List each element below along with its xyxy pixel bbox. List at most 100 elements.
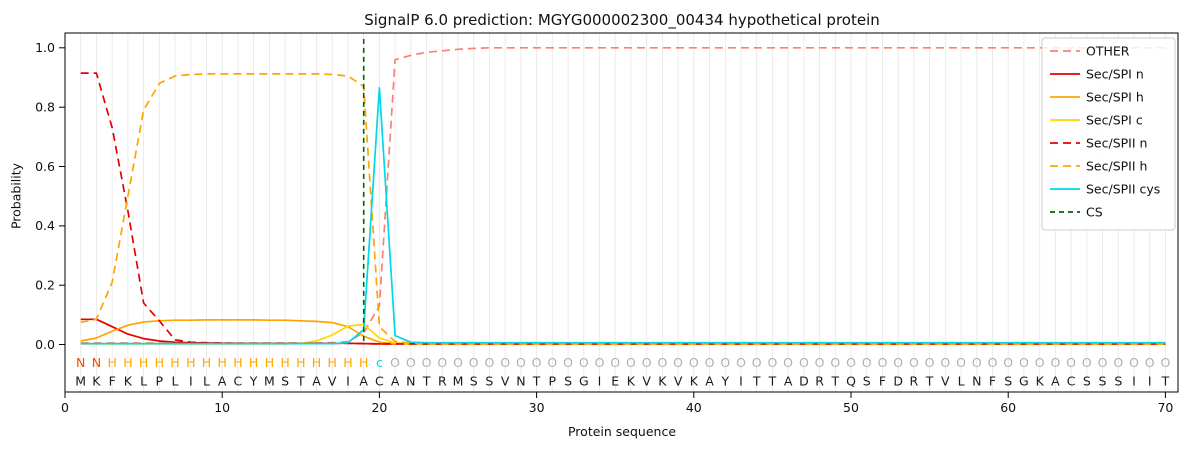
region-label: O [1098, 355, 1108, 370]
residue-letter: I [1132, 374, 1136, 389]
region-label: O [815, 355, 825, 370]
region-label: H [155, 355, 164, 370]
residue-letter: T [830, 374, 839, 389]
y-tick-label: 0.4 [35, 218, 55, 233]
region-label: H [107, 355, 116, 370]
legend-label: CS [1086, 204, 1103, 219]
series-sec-spi-h [80, 319, 1166, 345]
series-sec-spi-n [80, 318, 1166, 345]
region-label: H [202, 355, 211, 370]
region-label: O [1145, 355, 1155, 370]
region-label: O [547, 355, 557, 370]
region-label: c [376, 355, 383, 370]
region-label: O [642, 355, 652, 370]
region-label: H [312, 355, 321, 370]
residue-letter: K [92, 374, 101, 389]
residue-letter: S [485, 374, 493, 389]
residue-letter: D [893, 374, 903, 389]
residue-letter: P [156, 374, 164, 389]
residue-letter: A [705, 374, 714, 389]
region-label: O [1035, 355, 1045, 370]
region-label: O [767, 355, 777, 370]
residue-letter: N [406, 374, 415, 389]
residue-letter: S [1083, 374, 1091, 389]
region-label: O [862, 355, 872, 370]
x-tick-label: 20 [371, 400, 387, 415]
residue-letter: R [815, 374, 824, 389]
legend-label: Sec/SPI h [1086, 89, 1144, 104]
region-label: O [972, 355, 982, 370]
residue-letter: A [312, 374, 321, 389]
x-tick-label: 0 [61, 400, 69, 415]
residue-letter: S [1004, 374, 1012, 389]
region-label: O [579, 355, 589, 370]
residue-letter: M [75, 374, 86, 389]
residue-letter: I [739, 374, 743, 389]
legend-box [1041, 37, 1176, 231]
residue-letter: S [564, 374, 572, 389]
region-label: O [736, 355, 746, 370]
residue-letter: L [172, 374, 179, 389]
region-label: O [1082, 355, 1092, 370]
residue-letter: I [189, 374, 193, 389]
residue-letter: C [234, 374, 243, 389]
region-label: O [1050, 355, 1060, 370]
region-label: H [343, 355, 352, 370]
x-tick-label: 10 [214, 400, 230, 415]
region-label: O [988, 355, 998, 370]
region-label: O [453, 355, 463, 370]
region-label: O [626, 355, 636, 370]
residue-letter: V [501, 374, 510, 389]
legend: OTHER Sec/SPI n Sec/SPI h Sec/SPI c Sec/SPII… [1041, 37, 1176, 231]
residue-letter: Y [720, 374, 729, 389]
x-tick-label: 60 [1000, 400, 1016, 415]
residue-letter: G [1019, 374, 1029, 389]
residue-letter: N [972, 374, 981, 389]
region-label: O [563, 355, 573, 370]
residue-letter: T [422, 374, 431, 389]
residue-letter: S [1114, 374, 1122, 389]
series-sec-spii-h [80, 73, 1166, 345]
residue-letter: A [359, 374, 368, 389]
legend-label: Sec/SPI c [1086, 112, 1143, 127]
series-sec-spi-c [80, 323, 1166, 345]
residue-letter: R [438, 374, 447, 389]
y-tick-label: 0.6 [35, 159, 55, 174]
residue-letter: V [642, 374, 651, 389]
region-label: H [123, 355, 132, 370]
residue-letter: K [627, 374, 636, 389]
region-label: O [422, 355, 432, 370]
residue-letter: D [799, 374, 809, 389]
region-label: O [909, 355, 919, 370]
region-label: H [359, 355, 368, 370]
residue-letter: I [598, 374, 602, 389]
residue-letter: G [579, 374, 589, 389]
legend-label: Sec/SPII h [1086, 158, 1147, 173]
residue-letter: F [879, 374, 886, 389]
x-tick-label: 40 [686, 400, 702, 415]
region-label: O [752, 355, 762, 370]
region-label: H [186, 355, 195, 370]
residue-letter: T [1161, 374, 1170, 389]
residue-letter: M [264, 374, 275, 389]
residue-letter: S [1099, 374, 1107, 389]
region-label: O [484, 355, 494, 370]
series-other [80, 46, 1166, 344]
x-tick-label: 70 [1157, 400, 1173, 415]
region-label: O [846, 355, 856, 370]
residue-letter: K [658, 374, 667, 389]
residue-letter: R [910, 374, 919, 389]
region-label: O [500, 355, 510, 370]
gridlines [80, 33, 1166, 392]
series-sec-spii-cys [80, 87, 1166, 345]
residue-letter: F [109, 374, 116, 389]
region-label: O [720, 355, 730, 370]
region-label: H [233, 355, 242, 370]
region-label: O [956, 355, 966, 370]
region-label: O [940, 355, 950, 370]
y-tick-label: 0.2 [35, 278, 55, 293]
region-label: H [296, 355, 305, 370]
